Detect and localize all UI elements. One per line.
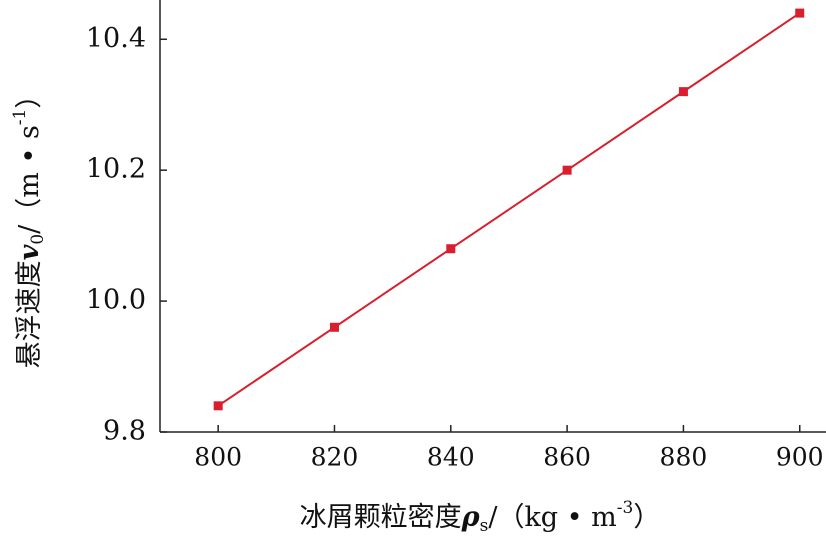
label-part: 悬浮速度 xyxy=(14,260,45,368)
marker xyxy=(329,322,339,332)
label-part: ） xyxy=(14,82,45,109)
label-part: /（kg • m xyxy=(488,502,616,533)
label-part: s xyxy=(480,516,489,536)
x-tick-label: 800 xyxy=(194,443,242,472)
label-part: ） xyxy=(633,502,660,533)
line xyxy=(217,12,801,407)
label-part: /（m • s xyxy=(14,125,45,234)
label-part: 冰屑颗粒密度 xyxy=(300,502,462,533)
x-tick-label: 820 xyxy=(311,443,359,472)
marker xyxy=(562,165,572,175)
label-part: ρ xyxy=(461,502,481,533)
marker xyxy=(678,87,688,97)
label-part: -3 xyxy=(617,498,634,518)
x-tick-label: 900 xyxy=(776,443,824,472)
label-part: v xyxy=(14,244,45,260)
y-axis-label: 悬浮速度v0/（m • s-1） xyxy=(10,82,48,369)
y-tick-label: 10.4 xyxy=(86,23,146,54)
x-axis-label: 冰屑颗粒密度ρs/（kg • m-3） xyxy=(300,498,661,536)
x-tick-label: 880 xyxy=(660,443,708,472)
y-tick-label: 9.8 xyxy=(103,416,146,447)
x-tick-label: 860 xyxy=(543,443,591,472)
y-tick-label: 10.0 xyxy=(86,285,146,316)
label-part: 0 xyxy=(28,234,48,245)
marker xyxy=(446,244,456,254)
label-part: -1 xyxy=(10,109,30,126)
marker xyxy=(213,401,223,411)
y-tick-label: 10.2 xyxy=(86,154,146,185)
x-tick-label: 840 xyxy=(427,443,475,472)
marker xyxy=(795,8,805,18)
